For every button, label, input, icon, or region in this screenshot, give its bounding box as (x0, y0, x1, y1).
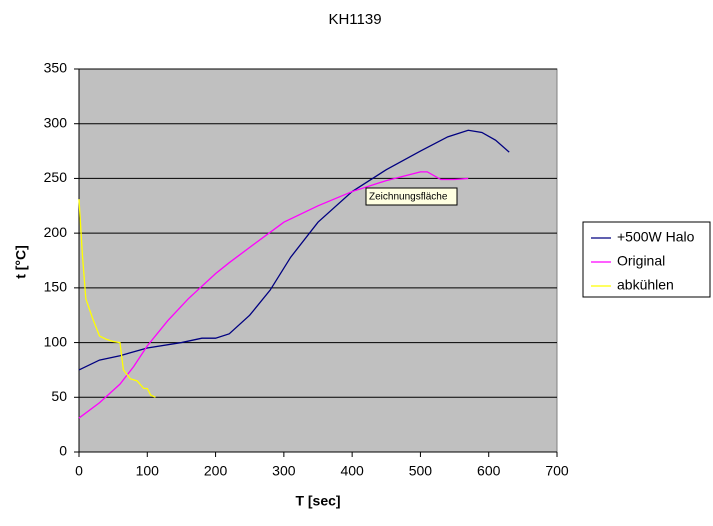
series-line (78, 129, 510, 371)
x-tick-label: 200 (204, 463, 228, 479)
legend-box (582, 221, 711, 298)
y-tick-label: 150 (44, 279, 68, 295)
plot-area (78, 68, 558, 453)
y-tick-label: 200 (44, 224, 68, 240)
x-tick-label: 500 (409, 463, 433, 479)
x-tick-label: 700 (545, 463, 569, 479)
series-line (78, 171, 469, 419)
y-tick-label: 300 (44, 114, 68, 130)
x-tick-label: 600 (477, 463, 501, 479)
x-tick-label: 400 (340, 463, 364, 479)
legend-label: +500W Halo (617, 229, 695, 245)
y-tick-label: 350 (44, 60, 68, 76)
series-line (78, 199, 156, 398)
chart-title: KH1139 (328, 11, 381, 28)
annotation-box (365, 187, 458, 206)
y-tick-label: 50 (51, 388, 67, 404)
y-tick-label: 100 (44, 333, 68, 349)
y-tick-label: 250 (44, 169, 68, 185)
y-tick-label: 0 (59, 443, 67, 459)
legend-label: Original (617, 253, 665, 269)
x-axis-label: T [sec] (295, 493, 340, 509)
x-tick-label: 300 (272, 463, 296, 479)
y-axis-label: t [°C] (13, 245, 29, 279)
legend-label: abkühlen (617, 277, 674, 293)
annotation: Zeichnungsfläche (369, 192, 448, 203)
x-tick-label: 100 (136, 463, 160, 479)
x-tick-label: 0 (75, 463, 83, 479)
